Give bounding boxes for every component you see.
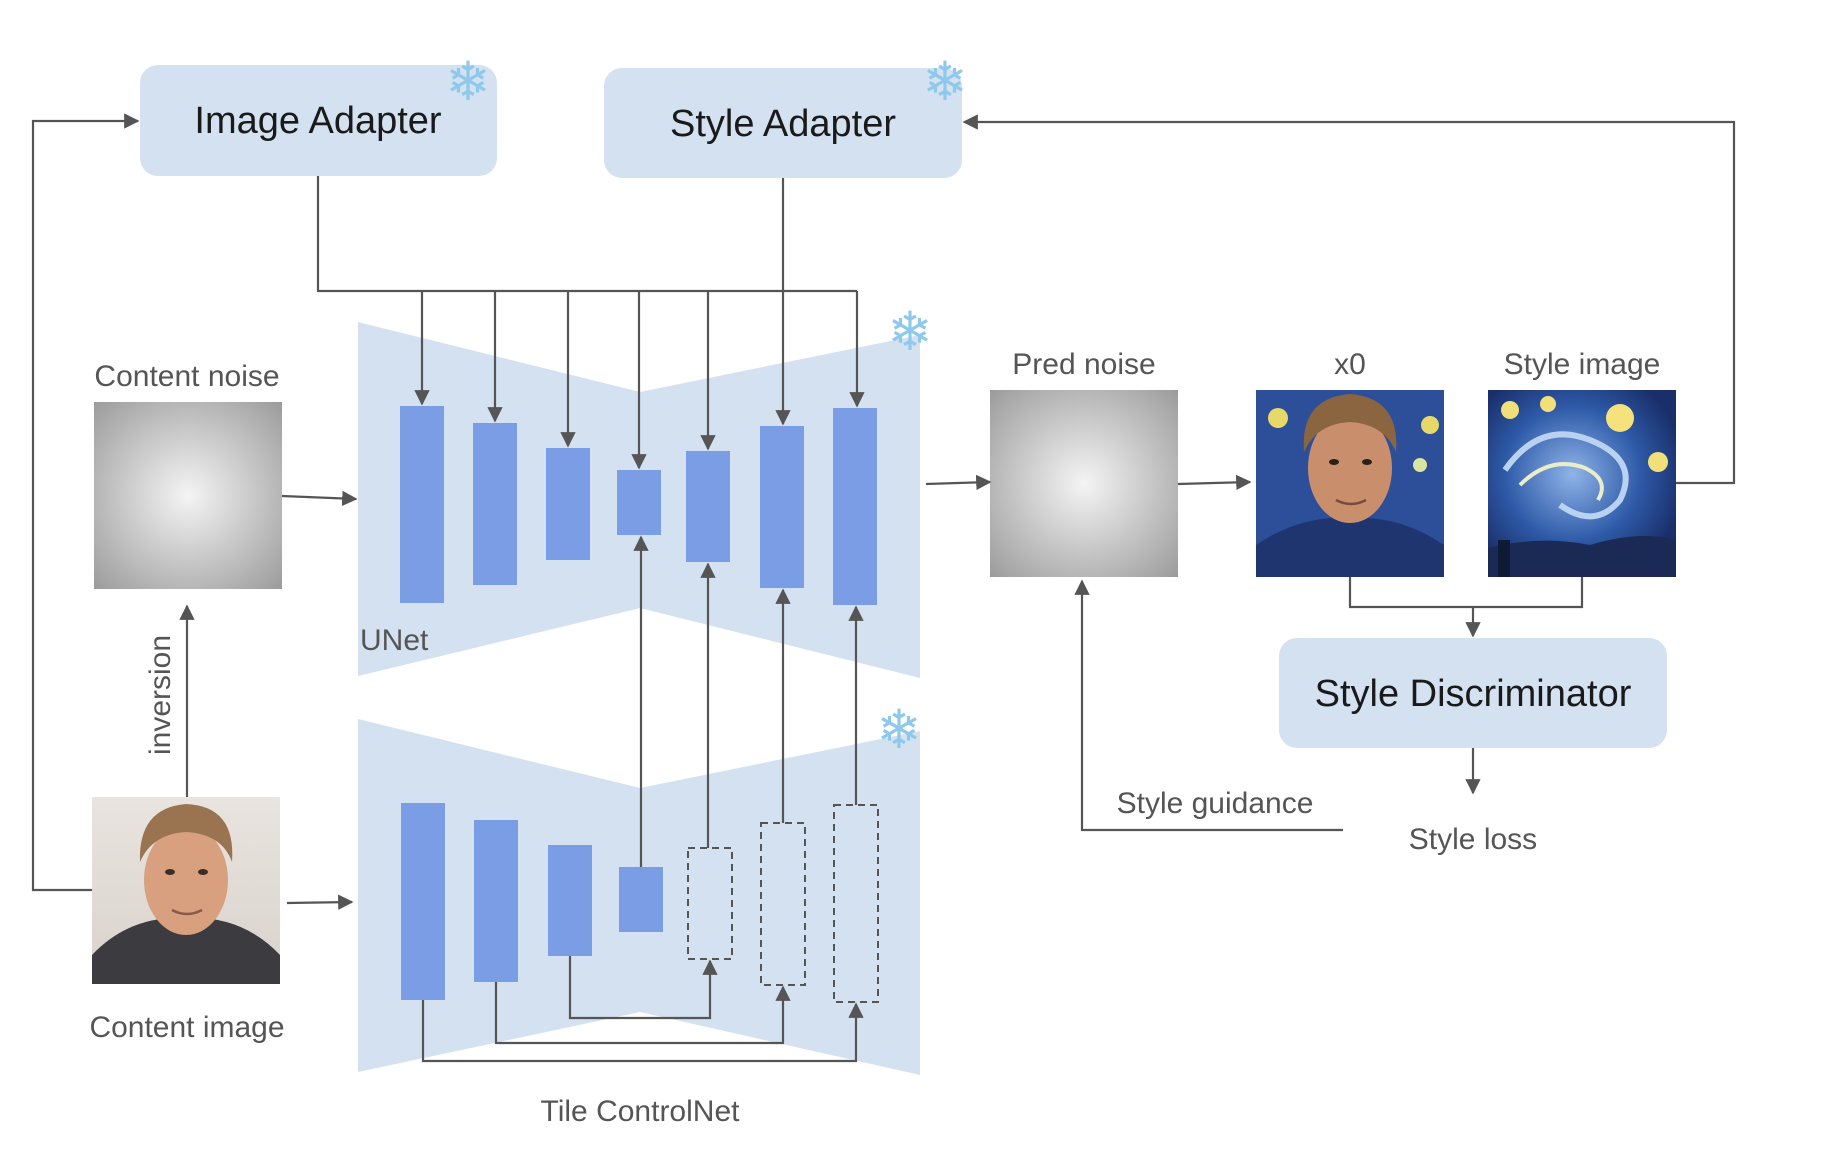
unet-block	[833, 408, 877, 605]
x0-to-discriminator-line	[1348, 577, 1584, 609]
style-image-to-style-adapter-line	[962, 114, 1736, 485]
pred-noise-image	[990, 390, 1178, 577]
pred-noise-to-x0-arrow	[1177, 474, 1252, 491]
frozen-snowflake-icon: ❄	[887, 300, 932, 363]
controlnet-to-unet-lines	[633, 535, 864, 867]
x0-image	[1256, 390, 1444, 577]
controlnet-block	[619, 867, 663, 932]
content-noise: Content noise	[94, 360, 282, 589]
style-loss-label: Style loss	[1409, 823, 1537, 856]
adapter-feed-lines	[316, 176, 865, 470]
noise-to-unet-arrow	[281, 490, 358, 507]
pred-noise: Pred noise	[990, 348, 1178, 577]
style-image: Style image	[1488, 348, 1676, 577]
controlnet-block	[548, 845, 592, 956]
unet-block	[400, 406, 444, 603]
image-adapter: Image Adapter	[140, 65, 497, 176]
style-adapter: Style Adapter	[604, 68, 962, 178]
content-image-photo	[92, 797, 280, 984]
style-discriminator: Style Discriminator	[1279, 638, 1667, 748]
controlnet-dashed-block	[687, 847, 733, 960]
pred-noise-label: Pred noise	[1012, 348, 1155, 381]
style-image-painting	[1488, 390, 1676, 577]
style-guidance-line	[1074, 579, 1343, 832]
style-image-label: Style image	[1504, 348, 1661, 381]
image-adapter-label: Image Adapter	[194, 100, 442, 142]
frozen-snowflake-icon: ❄	[445, 50, 490, 113]
unet-block	[686, 451, 730, 562]
unet-block	[473, 423, 517, 585]
content-image: Content image	[89, 797, 285, 1044]
unet-label: UNet	[360, 624, 429, 657]
unet-block	[760, 426, 804, 588]
controlnet-skip-lines	[421, 956, 864, 1063]
style-guidance-label: Style guidance	[1117, 787, 1314, 820]
content-to-image-adapter-line	[31, 113, 140, 892]
style-discriminator-label: Style Discriminator	[1315, 673, 1632, 715]
style-adapter-label: Style Adapter	[670, 103, 896, 145]
frozen-snowflake-icon: ❄	[922, 50, 967, 113]
tile-controlnet: Tile ControlNet	[358, 719, 920, 1128]
controlnet-block	[474, 820, 518, 982]
frozen-snowflake-icon: ❄	[876, 698, 921, 761]
unet-block	[617, 470, 661, 535]
content-noise-image	[94, 402, 282, 589]
x0: x0	[1256, 348, 1444, 577]
image-to-controlnet-arrow	[286, 894, 354, 910]
controlnet-block	[401, 803, 445, 1000]
x0-label: x0	[1334, 348, 1366, 381]
unet-to-pred-noise-arrow	[925, 474, 992, 491]
content-noise-label: Content noise	[94, 360, 279, 393]
controlnet-dashed-block	[760, 822, 806, 986]
tile-controlnet-label: Tile ControlNet	[541, 1095, 741, 1128]
unet-block	[546, 448, 590, 560]
content-image-label: Content image	[89, 1011, 284, 1044]
inversion-label: inversion	[144, 635, 177, 755]
